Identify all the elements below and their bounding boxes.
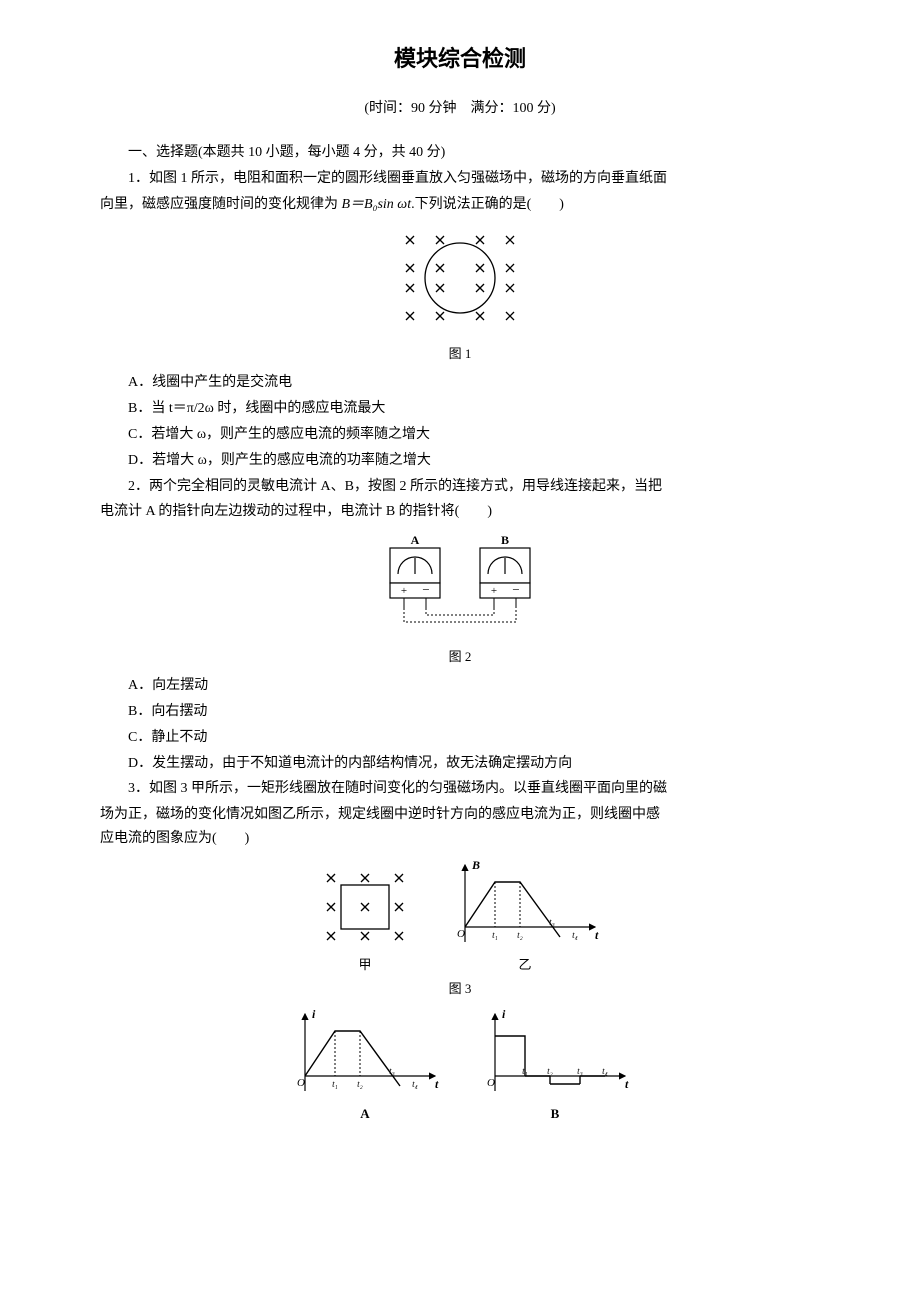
plus-b: +	[491, 585, 497, 597]
svg-text:t₂: t₂	[517, 930, 523, 940]
q1-opt-a: A．线圈中产生的是交流电	[100, 371, 820, 395]
svg-text:t₃: t₃	[389, 1066, 395, 1076]
q3-opt-a-label: A	[360, 1103, 369, 1125]
svg-text:t₄: t₄	[412, 1079, 418, 1089]
section-heading: 一、选择题(本题共 10 小题，每小题 4 分，共 40 分)	[100, 141, 820, 165]
page-title: 模块综合检测	[100, 40, 820, 77]
fig3-caption: 图 3	[100, 978, 820, 1000]
q1-opt-d: D．若增大 ω，则产生的感应电流的功率随之增大	[100, 449, 820, 473]
svg-text:t: t	[435, 1077, 439, 1091]
svg-text:t₂: t₂	[547, 1066, 553, 1076]
svg-text:t: t	[625, 1077, 629, 1091]
svg-text:t₄: t₄	[602, 1066, 608, 1076]
q2-line2: 电流计 A 的指针向左边拨动的过程中，电流计 B 的指针将( )	[100, 500, 820, 524]
plus-a: +	[401, 585, 407, 597]
q1-line1: 1．如图 1 所示，电阻和面积一定的圆形线圈垂直放入匀强磁场中，磁场的方向垂直纸…	[100, 167, 820, 191]
svg-text:O: O	[457, 928, 465, 940]
q3-line3: 应电流的图象应为( )	[100, 827, 820, 851]
meter-b-label: B	[501, 533, 509, 547]
q3-options-row: i t O t₁ t₂ t₃ t₄ A i t O	[100, 1006, 820, 1125]
q1-opt-b: B．当 t＝π/2ω 时，线圈中的感应电流最大	[100, 397, 820, 421]
svg-text:i: i	[502, 1007, 506, 1021]
svg-text:t₃: t₃	[577, 1066, 583, 1076]
exam-meta: (时间：90 分钟 满分：100 分)	[100, 97, 820, 121]
fig2-caption: 图 2	[100, 646, 820, 668]
svg-text:O: O	[297, 1077, 305, 1089]
svg-text:t₁: t₁	[522, 1066, 528, 1076]
svg-text:t₁: t₁	[492, 930, 498, 940]
q3-line1: 3．如图 3 甲所示，一矩形线圈放在随时间变化的匀强磁场内。以垂直线圈平面向里的…	[100, 777, 820, 801]
meter-a-label: A	[411, 533, 420, 547]
q1-opt-c: C．若增大 ω，则产生的感应电流的频率随之增大	[100, 423, 820, 447]
q2-opt-d: D．发生摆动，由于不知道电流计的内部结构情况，故无法确定摆动方向	[100, 752, 820, 776]
q2-opt-a: A．向左摆动	[100, 674, 820, 698]
q1-stem-c: .下列说法正确的是( )	[411, 197, 564, 212]
q1-stem-b: 向里，磁感应强度随时间的变化规律为	[100, 197, 342, 212]
svg-text:i: i	[312, 1007, 316, 1021]
svg-text:B: B	[471, 858, 480, 872]
figure-2: + − A + − B 图 2	[100, 530, 820, 668]
svg-text:t₁: t₁	[332, 1079, 338, 1089]
figure-3: 甲 B t O t₁ t₂ t₃ t₄ 乙 图 3	[100, 857, 820, 1000]
q1-formula: B＝B₀sin ωt	[342, 197, 412, 212]
figure-1: 图 1	[100, 223, 820, 366]
q3-opt-b-label: B	[551, 1103, 560, 1125]
svg-text:t: t	[595, 928, 599, 942]
svg-text:t₄: t₄	[572, 930, 578, 940]
fig3-cap-left: 甲	[358, 954, 371, 976]
fig1-caption: 图 1	[100, 343, 820, 365]
q2-opt-b: B．向右摆动	[100, 700, 820, 724]
q3-line2: 场为正，磁场的变化情况如图乙所示，规定线圈中逆时针方向的感应电流为正，则线圈中感	[100, 803, 820, 827]
minus-a: −	[422, 582, 429, 597]
q2-line1: 2．两个完全相同的灵敏电流计 A、B，按图 2 所示的连接方式，用导线连接起来，…	[100, 475, 820, 499]
fig3-cap-right: 乙	[518, 954, 531, 976]
q2-opt-c: C．静止不动	[100, 726, 820, 750]
svg-text:t₂: t₂	[357, 1079, 363, 1089]
q1-line2: 向里，磁感应强度随时间的变化规律为 B＝B₀sin ωt.下列说法正确的是( )	[100, 193, 820, 217]
minus-b: −	[512, 582, 519, 597]
svg-text:t₃: t₃	[549, 917, 555, 927]
svg-text:O: O	[487, 1077, 495, 1089]
